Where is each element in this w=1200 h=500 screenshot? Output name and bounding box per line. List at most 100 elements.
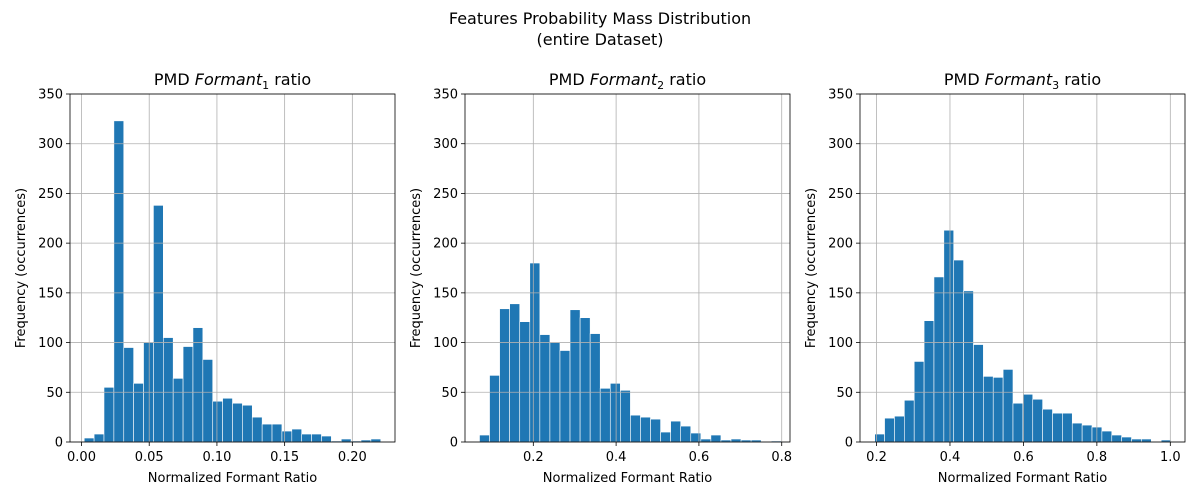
y-tick-label: 150 xyxy=(433,286,458,301)
plot-frame xyxy=(69,93,396,443)
y-tick-label: 300 xyxy=(828,137,853,152)
chart-title-prefix: PMD xyxy=(944,70,985,89)
chart-formant3: 0 50 100 150 200 250 300 350 0.2 0.4 0.6 0.8 1.0 Norm… xyxy=(804,70,1186,486)
y-tick-label: 350 xyxy=(828,88,853,103)
bar xyxy=(113,120,125,443)
y-tick-label: 200 xyxy=(433,237,458,252)
bar xyxy=(242,404,253,443)
bar xyxy=(222,397,233,443)
bar xyxy=(1081,424,1093,443)
x-axis-label: Normalized Formant Ratio xyxy=(148,471,317,486)
bar xyxy=(680,425,692,443)
chart-title-suffix: ratio xyxy=(1059,70,1101,89)
chart-title-subscript: 1 xyxy=(262,79,269,92)
y-tick-label: 100 xyxy=(433,336,458,351)
bar xyxy=(519,321,531,443)
y-tick-label: 150 xyxy=(38,286,63,301)
y-tick-label: 100 xyxy=(828,336,853,351)
y-tick-label: 350 xyxy=(38,88,63,103)
chart-title: PMD Formant3 ratio xyxy=(944,70,1101,92)
bar xyxy=(660,431,671,443)
chart-title-suffix: ratio xyxy=(269,70,311,89)
bar xyxy=(93,433,105,443)
bar xyxy=(1042,408,1053,443)
bar xyxy=(904,399,915,443)
y-tick-label: 0 xyxy=(55,436,63,451)
bar xyxy=(499,308,510,443)
y-tick-label: 50 xyxy=(46,386,63,401)
bar xyxy=(1141,438,1152,443)
bar xyxy=(559,350,571,443)
bar xyxy=(670,420,682,443)
bar xyxy=(212,400,223,443)
y-axis-label: Frequency (occurrences) xyxy=(14,188,29,348)
bar xyxy=(539,334,551,443)
bar xyxy=(301,433,312,443)
bar xyxy=(163,337,174,443)
bar xyxy=(1131,438,1142,443)
bar xyxy=(202,359,214,443)
bar xyxy=(340,438,352,443)
chart-title-variable: Formant xyxy=(195,70,263,89)
bars xyxy=(479,262,782,443)
bar xyxy=(281,430,293,443)
bar xyxy=(1111,434,1122,443)
chart-title-prefix: PMD xyxy=(549,70,590,89)
y-axis-label: Frequency (occurrences) xyxy=(804,188,819,348)
bar xyxy=(1052,412,1063,443)
x-tick-label: 0.05 xyxy=(135,450,164,465)
bar xyxy=(943,229,955,443)
bar xyxy=(640,416,651,443)
bar xyxy=(1062,412,1073,443)
y-tick-label: 0 xyxy=(845,436,853,451)
chart-title-subscript: 3 xyxy=(1052,79,1059,92)
bar xyxy=(261,423,273,443)
y-tick-label: 350 xyxy=(433,88,458,103)
bar xyxy=(599,388,611,443)
bar xyxy=(529,262,541,443)
bar xyxy=(992,377,1004,443)
bar xyxy=(963,290,974,443)
x-axis-label: Normalized Formant Ratio xyxy=(543,471,712,486)
bar xyxy=(232,402,243,443)
bar xyxy=(630,414,641,443)
bar xyxy=(123,347,134,443)
bar xyxy=(923,320,935,443)
bar xyxy=(1121,436,1132,443)
bar xyxy=(620,389,631,443)
bar xyxy=(192,327,204,443)
y-tick-label: 200 xyxy=(38,237,63,252)
plot-frame xyxy=(859,93,1186,443)
x-tick-label: 0.2 xyxy=(523,450,544,465)
y-tick-label: 0 xyxy=(450,436,458,451)
y-tick-label: 200 xyxy=(828,237,853,252)
chart-title-variable: Formant xyxy=(590,70,658,89)
bar xyxy=(1071,422,1083,443)
bar xyxy=(103,387,115,443)
bar xyxy=(489,375,500,443)
bar xyxy=(700,438,712,443)
bar xyxy=(933,276,945,443)
x-axis-label: Normalized Formant Ratio xyxy=(938,471,1107,486)
bars xyxy=(83,120,382,443)
bars xyxy=(874,229,1172,443)
y-axis-label: Frequency (occurrences) xyxy=(409,188,424,348)
bar xyxy=(83,437,95,443)
bar xyxy=(569,309,581,443)
y-tick-label: 250 xyxy=(433,187,458,202)
y-tick-label: 300 xyxy=(433,137,458,152)
y-tick-label: 250 xyxy=(38,187,63,202)
figure-suptitle: Features Probability Mass Distribution xyxy=(449,9,751,28)
bar xyxy=(1032,398,1043,443)
bar xyxy=(479,434,490,443)
y-tick-label: 50 xyxy=(836,386,853,401)
x-tick-label: 0.2 xyxy=(866,450,887,465)
bar xyxy=(973,344,984,443)
bar xyxy=(1022,393,1034,443)
bar xyxy=(710,434,722,443)
bar xyxy=(650,418,661,443)
y-tick-label: 250 xyxy=(828,187,853,202)
x-tick-label: 0.8 xyxy=(1087,450,1108,465)
x-tick-label: 0.00 xyxy=(67,450,96,465)
